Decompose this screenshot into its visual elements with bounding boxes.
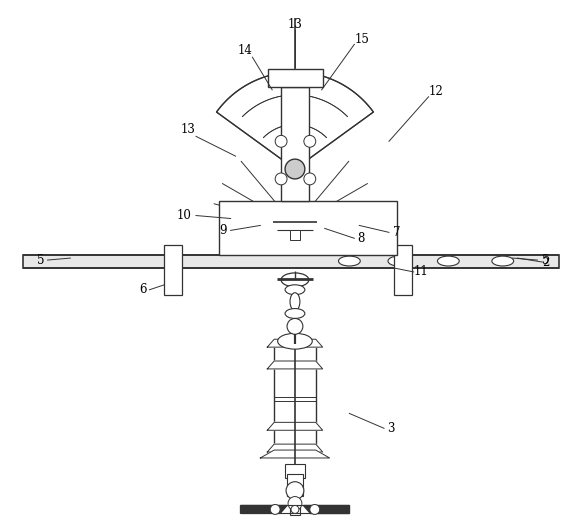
Bar [290,500,300,516]
Bar [219,201,397,255]
Text: 3: 3 [387,422,395,435]
Polygon shape [303,505,349,513]
Circle shape [304,173,316,185]
Text: 8: 8 [357,232,365,245]
Text: 2: 2 [542,255,550,269]
Polygon shape [260,450,329,458]
Text: 5: 5 [542,254,549,267]
Polygon shape [267,339,322,347]
Bar [274,344,316,456]
Circle shape [275,135,287,147]
Text: 11: 11 [413,265,428,278]
Bar [164,245,182,295]
Ellipse shape [290,293,300,311]
Circle shape [286,481,304,500]
Polygon shape [217,72,374,161]
Polygon shape [240,505,287,513]
Ellipse shape [492,256,514,266]
Bar [394,245,411,295]
Bar [287,474,303,496]
Text: 6: 6 [139,283,146,296]
Bar [281,87,309,201]
Text: 14: 14 [238,44,253,57]
Circle shape [291,505,299,513]
Circle shape [285,159,305,179]
Ellipse shape [285,285,305,295]
Ellipse shape [278,333,313,349]
Text: a2: a2 [355,214,368,223]
Text: 10: 10 [177,209,191,222]
Circle shape [270,504,280,514]
Ellipse shape [339,256,360,266]
Text: a1: a1 [343,206,356,215]
Ellipse shape [281,273,309,287]
Text: 15: 15 [355,33,370,46]
Polygon shape [267,444,322,452]
Circle shape [287,319,303,334]
Bar [268,69,322,87]
Bar [290,230,300,240]
Circle shape [275,173,287,185]
Polygon shape [267,422,322,430]
Polygon shape [267,361,322,369]
Circle shape [310,504,320,514]
Ellipse shape [438,256,459,266]
Circle shape [288,496,302,510]
Bar [23,255,559,268]
Text: 7: 7 [393,226,400,239]
Text: 13: 13 [180,123,196,136]
Ellipse shape [388,256,410,266]
Text: 5: 5 [37,254,44,267]
Bar [285,464,305,478]
Polygon shape [217,72,374,161]
Text: 12: 12 [429,85,444,98]
Text: 13: 13 [288,18,303,31]
Text: 9: 9 [219,224,226,237]
Ellipse shape [285,309,305,319]
Circle shape [304,135,316,147]
